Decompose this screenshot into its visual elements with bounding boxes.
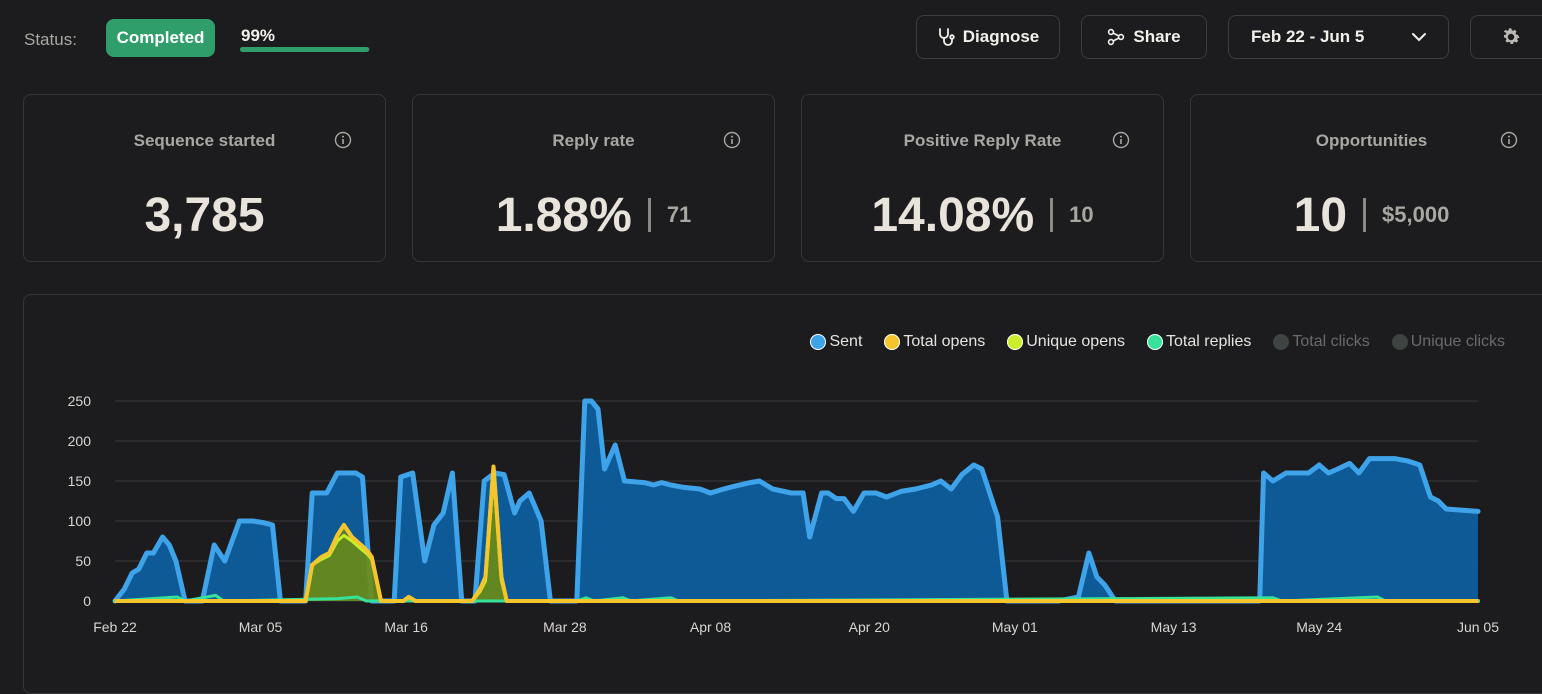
legend-dot	[1273, 334, 1290, 350]
share-nodes-icon	[1107, 28, 1125, 46]
x-tick-label: May 01	[992, 619, 1038, 635]
card-secondary-value: 71	[666, 202, 692, 227]
legend-label: Unique clicks	[1410, 333, 1505, 350]
x-tick-label: Mar 16	[384, 619, 428, 635]
diagnose-button-label: Diagnose	[962, 27, 1040, 46]
card-value-row: 14.08% 10	[802, 185, 1163, 245]
diagnose-button[interactable]: Diagnose	[916, 15, 1060, 59]
card-value: 10	[1293, 188, 1348, 242]
status-label: Status:	[24, 30, 77, 49]
legend-item-sent[interactable]: Sent	[810, 333, 862, 351]
y-tick-label: 0	[83, 593, 91, 609]
x-tick-label: Jun 05	[1457, 619, 1499, 635]
card-title: Sequence started	[133, 131, 276, 150]
card-title: Opportunities	[1315, 131, 1428, 150]
info-icon[interactable]	[723, 131, 741, 149]
share-button-label: Share	[1133, 27, 1181, 46]
gear-icon	[1500, 26, 1522, 48]
legend-dot	[1391, 334, 1408, 350]
legend-item-total-replies[interactable]: Total replies	[1147, 333, 1251, 351]
legend-label: Unique opens	[1026, 333, 1125, 350]
x-tick-label: Mar 28	[543, 619, 587, 635]
y-tick-label: 200	[68, 433, 92, 449]
metric-card-sequence-started: Sequence started 3,785	[23, 94, 386, 262]
info-icon[interactable]	[1500, 131, 1518, 149]
progress-bar	[240, 47, 370, 52]
legend-label: Total clicks	[1292, 333, 1370, 350]
legend-label: Total opens	[903, 333, 986, 350]
legend-dot	[1007, 334, 1024, 350]
activity-chart: 0 50 100 150 200 250 Feb 22 Mar 05 Mar 16 Mar 28 A…	[68, 393, 1500, 635]
card-value-row: 1.88% 71	[413, 185, 774, 245]
card-secondary-value: 10	[1069, 202, 1094, 227]
y-tick-label: 50	[75, 553, 91, 569]
legend-dot	[810, 334, 827, 350]
x-tick-label: Apr 20	[849, 619, 890, 635]
progress-text: 99%	[241, 26, 276, 45]
y-tick-label: 150	[68, 473, 92, 489]
chevron-down-icon	[1412, 32, 1426, 42]
legend-item-unique-clicks[interactable]: Unique clicks	[1391, 333, 1505, 351]
value-divider	[1363, 198, 1367, 232]
card-value-row: 10 $5,000	[1191, 185, 1542, 245]
series-line-total-opens-overlay	[115, 464, 1478, 603]
progress-bar-fill	[240, 47, 369, 52]
legend-item-unique-opens[interactable]: Unique opens	[1007, 333, 1125, 351]
metric-card-reply-rate: Reply rate 1.88% 71	[412, 94, 775, 262]
value-divider	[1050, 198, 1054, 232]
card-title: Positive Reply Rate	[903, 131, 1062, 150]
legend-dot	[1147, 334, 1163, 350]
legend-dot	[884, 334, 901, 350]
legend-label: Total replies	[1166, 333, 1252, 350]
chart-legend: Sent Total opens Unique opens Total replies…	[810, 333, 1505, 351]
legend-label: Sent	[829, 333, 863, 350]
x-tick-label: Feb 22	[93, 619, 137, 635]
settings-button[interactable]	[1470, 15, 1542, 59]
metric-card-opportunities: Opportunities 10 $5,000	[1190, 94, 1542, 262]
legend-item-total-clicks[interactable]: Total clicks	[1273, 333, 1370, 351]
card-value: 1.88%	[495, 188, 632, 242]
share-button[interactable]: Share	[1081, 15, 1207, 59]
x-tick-label: May 24	[1296, 619, 1342, 635]
date-range-select[interactable]: Feb 22 - Jun 5	[1228, 15, 1449, 59]
y-tick-label: 250	[68, 393, 92, 409]
value-divider	[647, 198, 651, 232]
card-value-row: 3,785	[24, 185, 385, 245]
x-tick-label: Apr 08	[690, 619, 731, 635]
x-tick-label: Mar 05	[239, 619, 283, 635]
top-bar: Status: Completed 99% Diagnose Share Feb…	[0, 0, 1542, 80]
y-tick-label: 100	[68, 513, 92, 529]
card-value: 14.08%	[871, 188, 1035, 242]
legend-item-total-opens[interactable]: Total opens	[884, 333, 985, 351]
date-range-value: Feb 22 - Jun 5	[1251, 27, 1365, 46]
card-secondary-value: $5,000	[1382, 202, 1450, 227]
info-icon[interactable]	[1112, 131, 1130, 149]
card-value: 3,785	[144, 188, 265, 242]
status-badge: Completed	[106, 19, 215, 57]
metric-card-positive-reply-rate: Positive Reply Rate 14.08% 10	[801, 94, 1164, 262]
info-icon[interactable]	[334, 131, 352, 149]
x-tick-label: May 13	[1151, 619, 1197, 635]
card-title: Reply rate	[552, 131, 635, 150]
stethoscope-icon	[937, 27, 955, 47]
